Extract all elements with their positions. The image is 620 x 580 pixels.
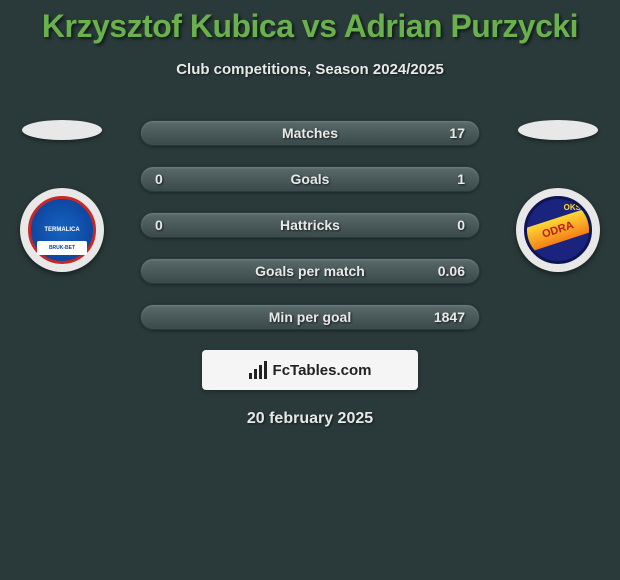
subtitle: Club competitions, Season 2024/2025 [0,61,620,78]
stat-row-matches: Matches 17 [140,120,480,146]
stat-right-value: 1 [425,171,465,187]
team-badge-left: TERMALICA BRUK-BET [20,188,104,272]
badge-left-subtext: BRUK-BET [37,241,87,255]
stat-label: Goals per match [255,263,365,279]
stat-left-value: 0 [155,217,195,233]
stat-right-value: 1847 [425,309,465,325]
brand-box[interactable]: FcTables.com [202,350,418,390]
player-right-avatar [518,120,598,140]
stat-row-hattricks: 0 Hattricks 0 [140,212,480,238]
stat-right-value: 0.06 [425,263,465,279]
brand-text: FcTables.com [273,362,372,379]
badge-left-crest: TERMALICA BRUK-BET [28,196,96,264]
chart-icon [249,361,267,379]
team-badge-right: OKS ODRA [516,188,600,272]
page-title: Krzysztof Kubica vs Adrian Purzycki [0,8,620,45]
stat-label: Hattricks [280,217,340,233]
date-text: 20 february 2025 [0,410,620,428]
stat-label: Matches [282,125,338,141]
stat-row-min-per-goal: Min per goal 1847 [140,304,480,330]
player-right-column: OKS ODRA [516,120,600,272]
player-left-column: TERMALICA BRUK-BET [20,120,104,272]
stat-right-value: 0 [425,217,465,233]
player-left-avatar [22,120,102,140]
badge-right-text-top: OKS [564,203,581,212]
stat-right-value: 17 [425,125,465,141]
stat-left-value: 0 [155,171,195,187]
stat-row-goals-per-match: Goals per match 0.06 [140,258,480,284]
stat-label: Min per goal [269,309,351,325]
stat-rows: Matches 17 0 Goals 1 0 Hattricks 0 Goals… [140,120,480,330]
stat-label: Goals [291,171,330,187]
badge-right-crest: OKS ODRA [524,196,592,264]
stat-row-goals: 0 Goals 1 [140,166,480,192]
comparison-card: Krzysztof Kubica vs Adrian Purzycki Club… [0,0,620,428]
badge-left-text: TERMALICA [44,227,79,234]
comparison-area: TERMALICA BRUK-BET OKS ODRA Matches 17 [0,120,620,330]
